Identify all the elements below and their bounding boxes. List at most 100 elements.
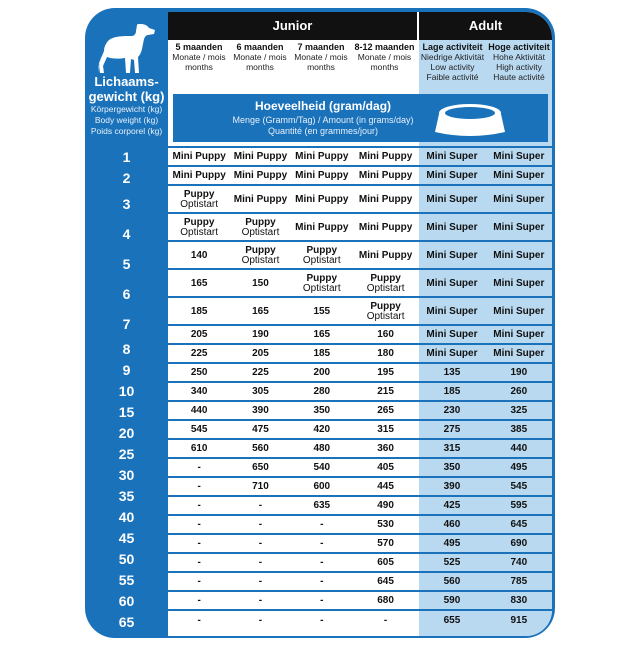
table-cell: 180 <box>352 343 419 363</box>
table-row: 545 475 420 315 275 385 <box>168 419 552 439</box>
table-cell: - <box>290 571 353 591</box>
product-name: Puppy <box>245 244 276 256</box>
table-row: Mini Puppy Mini Puppy Mini Puppy Mini Puppy… <box>168 146 552 166</box>
table-row: 225 205 185 180 Mini Super Mini Super <box>168 343 552 363</box>
table-cell: 740 <box>485 552 552 572</box>
weight-label: 30 <box>118 467 135 483</box>
column-header: Hoge activiteit Hohe Aktivität High activi… <box>486 42 552 92</box>
table-cell: 690 <box>485 533 552 553</box>
table-cell: Mini Super <box>485 212 552 241</box>
table-cell: 390 <box>230 400 291 420</box>
table-cell: 650 <box>230 457 291 477</box>
table-cell: 545 <box>168 419 231 439</box>
weight-label: 9 <box>122 362 131 378</box>
column-subtitle: Faible activité <box>426 72 479 82</box>
weight-label: 65 <box>118 614 135 630</box>
column-header: 6 maanden Monate / mois months <box>230 42 290 92</box>
table-cell: 480 <box>290 438 353 458</box>
table-cell: 545 <box>485 476 552 496</box>
table-cell: 205 <box>230 343 291 363</box>
product-name: Puppy <box>183 188 215 200</box>
table-row: -710 600 445 390 545 <box>168 476 552 496</box>
column-subtitle: Niedrige Aktivität <box>420 52 485 62</box>
table-cell: Mini Puppy <box>290 184 353 213</box>
weight-label: 15 <box>118 404 135 420</box>
product-variant: Optistart <box>180 198 219 210</box>
table-cell: 710 <box>230 476 291 496</box>
table-cell: 635 <box>290 495 353 515</box>
table-cell: 655 <box>418 609 486 629</box>
table-cell: 645 <box>352 571 419 591</box>
column-subtitle: Monate / mois <box>357 52 412 62</box>
table-cell: - <box>290 533 353 553</box>
table-cell: Mini Super <box>418 184 486 213</box>
table-row: 440 390 350 265 230 325 <box>168 400 552 420</box>
column-header: 7 maanden Monate / mois months <box>290 42 352 92</box>
table-row: 165 150 Puppy Optistart Puppy Optistart Mini S… <box>168 268 552 297</box>
table-cell: Mini Puppy <box>290 165 353 185</box>
weight-label: 20 <box>118 425 135 441</box>
table-cell: 165 <box>230 296 291 325</box>
table-cell: Puppy Optistart <box>230 212 291 241</box>
table-cell: Mini Super <box>418 212 486 241</box>
product-name: Puppy <box>183 216 215 228</box>
table-cell: 195 <box>352 362 419 382</box>
table-row: - - -530 460 645 <box>168 514 552 534</box>
column-subtitle: months <box>370 62 399 72</box>
table-cell: Puppy Optistart <box>290 268 353 297</box>
weight-label: 2 <box>122 170 131 186</box>
table-cell: 785 <box>485 571 552 591</box>
table-cell: 205 <box>168 324 231 344</box>
column-title: 7 maanden <box>297 42 345 52</box>
table-cell: 390 <box>418 476 486 496</box>
table-cell: Mini Super <box>485 268 552 297</box>
table-cell: 680 <box>352 590 419 610</box>
table-cell: 215 <box>352 381 419 401</box>
table-cell: 610 <box>168 438 231 458</box>
table-cell: Mini Super <box>485 296 552 325</box>
table-row: Mini Puppy Mini Puppy Mini Puppy Mini Puppy… <box>168 165 552 185</box>
table-cell: - <box>290 552 353 572</box>
table-cell: 225 <box>168 343 231 363</box>
table-cell: - <box>168 457 231 477</box>
table-cell: 185 <box>168 296 231 325</box>
table-cell: 605 <box>352 552 419 572</box>
column-subtitle: High activity <box>496 62 542 72</box>
table-cell: 200 <box>290 362 353 382</box>
table-cell: - <box>352 609 419 629</box>
table-cell: 265 <box>352 400 419 420</box>
product-variant: Optistart <box>241 226 280 238</box>
weight-subtitle-line: Poids corporel (kg) <box>90 126 163 136</box>
bowl-icon <box>435 104 505 136</box>
table-cell: Mini Super <box>485 240 552 269</box>
table-cell: Puppy Optistart <box>352 296 419 325</box>
product-variant: Optistart <box>302 254 341 266</box>
table-cell: Mini Puppy <box>352 240 419 269</box>
table-cell: 385 <box>485 419 552 439</box>
weight-label: 7 <box>122 316 131 332</box>
column-subtitle: Haute activité <box>493 72 545 82</box>
table-cell: Mini Puppy <box>352 146 419 166</box>
table-cell: Mini Super <box>418 146 486 166</box>
table-cell: 525 <box>418 552 486 572</box>
dog-icon <box>98 24 155 73</box>
table-cell: 250 <box>168 362 231 382</box>
table-cell: Mini Super <box>418 343 486 363</box>
weight-label: 3 <box>122 196 131 212</box>
table-cell: 340 <box>168 381 231 401</box>
table-cell: 475 <box>230 419 291 439</box>
banner-line: Menge (Gramm/Tag) / Amount (in grams/day… <box>232 115 414 125</box>
column-subtitle: Low activity <box>430 62 475 72</box>
column-header: 5 maanden Monate / mois months <box>168 42 230 92</box>
table-cell: 225 <box>230 362 291 382</box>
table-cell: 135 <box>418 362 486 382</box>
column-title: Hoge activiteit <box>488 42 550 52</box>
table-cell: Mini Puppy <box>230 165 291 185</box>
weight-label: 1 <box>122 149 131 165</box>
weight-title: Lichaams- gewicht (kg) <box>85 74 168 104</box>
table-cell: 305 <box>230 381 291 401</box>
table-cell: 325 <box>485 400 552 420</box>
table-cell: 495 <box>418 533 486 553</box>
table-cell: 275 <box>418 419 486 439</box>
table-row: 205 190 165 160 Mini Super Mini Super <box>168 324 552 344</box>
